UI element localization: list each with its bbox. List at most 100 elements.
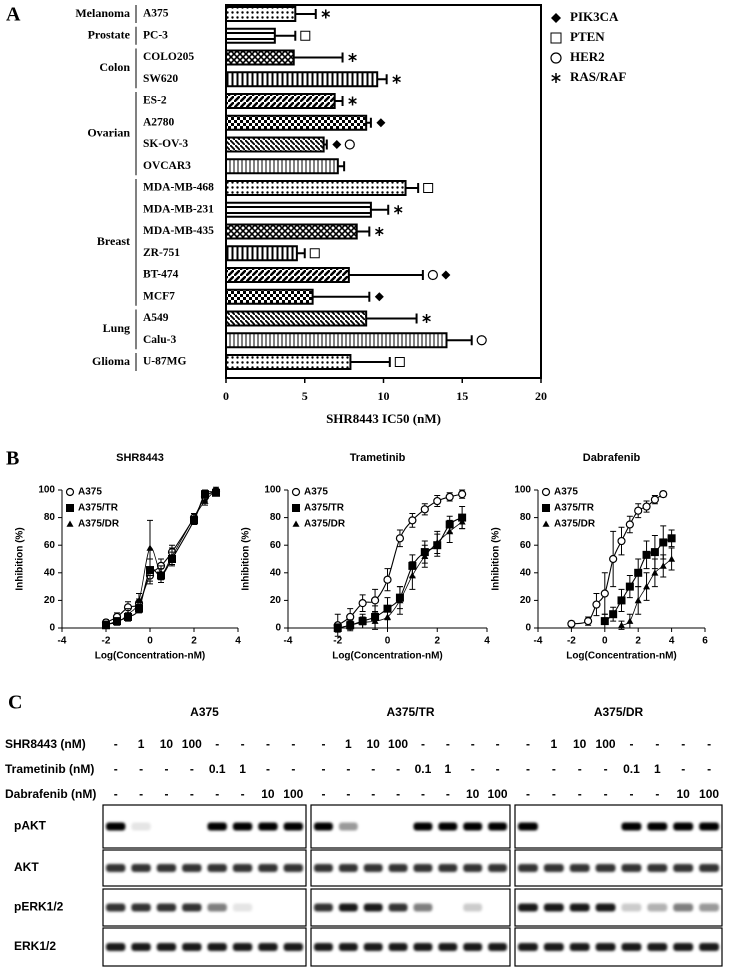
data-point <box>625 520 634 529</box>
dose-label: - <box>346 787 350 801</box>
legend-symbol <box>550 52 562 64</box>
group-label: Lung <box>103 321 130 335</box>
bar <box>225 136 325 153</box>
category-label: MDA-MB-435 <box>143 225 214 237</box>
bar <box>225 223 358 240</box>
dose-label: - <box>190 787 194 801</box>
band <box>488 864 507 872</box>
error-bar <box>296 248 306 259</box>
data-point <box>102 620 110 627</box>
error-bar <box>405 183 420 193</box>
dose-label: 0.1 <box>623 762 640 776</box>
data-point <box>168 552 176 560</box>
mutation-marker <box>321 9 331 19</box>
y-tick-label: 100 <box>38 485 55 496</box>
dose-label: - <box>321 737 325 751</box>
data-point <box>446 527 454 535</box>
error-bar <box>323 139 328 150</box>
panel-label: C <box>8 692 22 714</box>
data-point <box>659 490 668 499</box>
dose-label: 1 <box>444 762 451 776</box>
y-tick-label: 80 <box>270 512 282 523</box>
band <box>647 943 668 951</box>
mutation-marker <box>476 335 487 346</box>
y-tick-label: 20 <box>44 595 56 606</box>
data-point <box>667 534 676 543</box>
legend-label: A375/TR <box>304 503 345 514</box>
x-tick-label: 20 <box>535 389 547 403</box>
mutation-marker <box>394 357 405 367</box>
legend-label: RAS/RAF <box>570 69 626 84</box>
y-tick-label: 80 <box>520 512 532 523</box>
band <box>106 943 126 951</box>
band <box>595 864 616 872</box>
data-point <box>618 621 625 629</box>
dose-label: - <box>629 787 633 801</box>
dose-label: - <box>496 737 500 751</box>
band <box>413 864 433 872</box>
band <box>543 903 564 912</box>
data-point <box>592 600 601 609</box>
x-tick-label: 2 <box>191 636 197 647</box>
band <box>314 822 333 831</box>
band <box>438 822 458 831</box>
data-point <box>643 583 651 590</box>
dose-label: - <box>346 762 350 776</box>
band <box>182 864 202 872</box>
band <box>338 864 358 872</box>
mutation-marker <box>375 227 384 236</box>
error-bar <box>337 161 346 172</box>
row-label: ERK1/2 <box>14 939 56 953</box>
band <box>463 864 483 872</box>
data-point <box>609 554 618 564</box>
band <box>388 903 408 912</box>
band <box>258 904 277 912</box>
band <box>543 943 564 951</box>
band <box>699 943 719 951</box>
mutation-marker <box>423 183 434 193</box>
band <box>438 904 457 912</box>
x-tick-label: 4 <box>235 636 241 647</box>
x-tick-label: -2 <box>102 636 111 647</box>
y-tick-label: 40 <box>270 567 282 578</box>
band <box>413 822 433 831</box>
legend-label: A375/DR <box>554 519 596 530</box>
legend-symbol <box>542 520 550 527</box>
band <box>106 864 126 872</box>
curve <box>105 491 217 626</box>
legend-label: A375 <box>304 487 328 498</box>
y-tick-label: 20 <box>270 595 282 606</box>
x-tick-label: 10 <box>378 389 390 403</box>
x-tick-label: 0 <box>223 389 229 403</box>
band <box>699 903 719 912</box>
data-point <box>396 596 404 604</box>
band <box>182 943 202 951</box>
group-label: Glioma <box>92 354 130 368</box>
category-label: MDA-MB-231 <box>143 203 214 215</box>
y-tick-label: 100 <box>514 485 531 496</box>
y-tick-label: 20 <box>520 595 532 606</box>
dose-label: 10 <box>261 787 275 801</box>
band <box>314 943 333 951</box>
band <box>232 903 253 912</box>
data-point <box>659 538 668 547</box>
bar <box>225 158 339 175</box>
mutation-marker <box>309 248 320 259</box>
data-point <box>212 486 220 493</box>
panel-label: B <box>6 448 19 470</box>
band <box>156 943 177 951</box>
band <box>363 864 383 872</box>
y-axis-label: Inhibition (%) <box>15 527 26 590</box>
band <box>621 903 642 912</box>
data-point <box>609 610 618 619</box>
treatment-label: SHR8443 (nM) <box>5 737 86 751</box>
y-tick-label: 0 <box>49 623 55 634</box>
band <box>518 943 538 951</box>
bar <box>225 6 297 22</box>
band <box>207 903 227 912</box>
dose-label: - <box>552 787 556 801</box>
category-label: BT-474 <box>143 269 179 281</box>
band <box>543 864 564 872</box>
data-point <box>433 538 441 546</box>
y-tick-label: 80 <box>44 512 56 523</box>
